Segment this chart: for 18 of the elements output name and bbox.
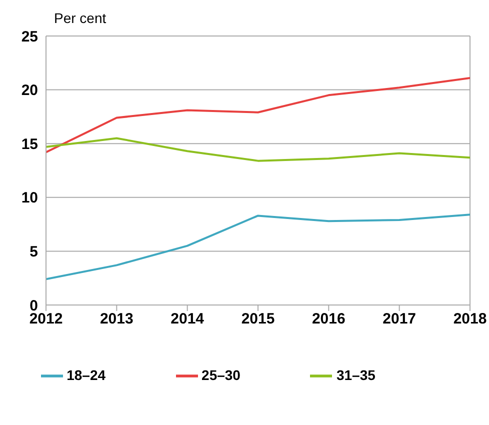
legend-label: 31–35 [336,366,376,383]
legend-label: 18–24 [66,366,106,383]
y-tick-label: 25 [21,28,38,46]
x-tick-label: 2014 [170,310,205,328]
y-tick-label: 15 [21,136,38,153]
x-tick-label: 2015 [241,310,275,328]
x-tick-label: 2016 [312,310,346,328]
x-tick-label: 2017 [382,310,416,328]
y-axis-title: Per cent [54,10,106,26]
line-series [46,137,470,162]
y-tick-label: 10 [21,190,38,207]
y-tick-label: 5 [30,244,38,261]
x-tick-label: 2013 [100,310,134,328]
legend-label: 25–30 [202,366,240,383]
x-tick-label: 2018 [453,310,487,328]
y-tick-label: 20 [21,82,38,100]
line-series [46,214,470,280]
line-series [46,76,470,154]
